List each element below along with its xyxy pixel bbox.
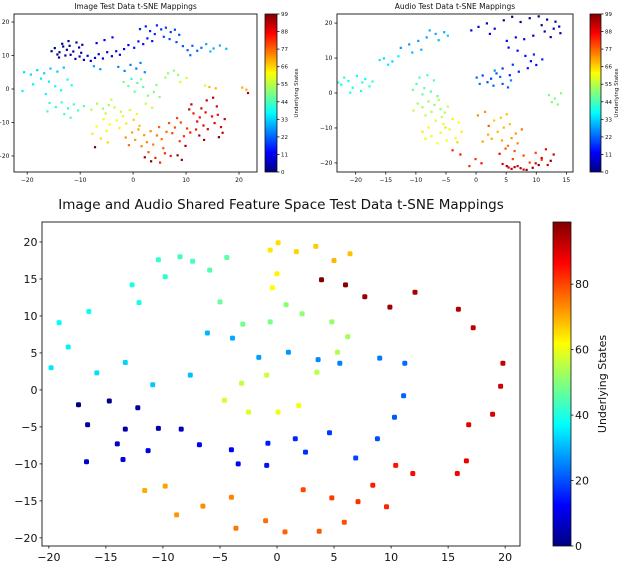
svg-text:−15: −15 xyxy=(94,551,117,564)
svg-text:20: 20 xyxy=(235,177,243,184)
image-tsne-points xyxy=(21,24,250,164)
svg-text:15: 15 xyxy=(441,551,455,564)
image-tsne-plot: −20 −10 0 10 20 −20 −10 0 10 20 0 11 22 33 44 55 66 77 88 9… xyxy=(0,12,300,184)
svg-text:5: 5 xyxy=(331,551,338,564)
svg-text:−5: −5 xyxy=(442,177,451,184)
svg-text:−20: −20 xyxy=(320,160,333,167)
shared-tsne-colorbar: 0 20 40 60 80 Underlying States xyxy=(552,221,609,553)
svg-text:15: 15 xyxy=(24,273,38,286)
svg-text:10: 10 xyxy=(2,53,10,60)
svg-text:0: 0 xyxy=(281,170,285,176)
svg-text:0: 0 xyxy=(31,384,38,397)
shared-tsne-points xyxy=(48,240,506,535)
svg-text:−10: −10 xyxy=(320,125,333,132)
svg-text:66: 66 xyxy=(605,65,612,71)
svg-text:44: 44 xyxy=(605,100,612,106)
svg-text:22: 22 xyxy=(281,135,288,141)
svg-text:20: 20 xyxy=(2,19,10,26)
svg-text:20: 20 xyxy=(498,551,512,564)
shared-tsne-plot: −20 −15 −10 −5 0 5 10 15 20 −20 −15 −10 −5 0 5 10 15 20 0 2… xyxy=(14,221,609,564)
image-tsne-colorbar-label: Underlying States xyxy=(294,68,300,117)
audio-tsne-points xyxy=(337,15,563,171)
svg-text:99: 99 xyxy=(605,12,612,18)
svg-text:80: 80 xyxy=(575,278,589,291)
svg-text:−10: −10 xyxy=(410,177,423,184)
svg-text:−10: −10 xyxy=(151,551,174,564)
svg-text:−20: −20 xyxy=(349,177,362,184)
image-tsne-colorbar: 0 11 22 33 44 55 66 77 88 99 Underlying States xyxy=(264,12,300,176)
svg-text:88: 88 xyxy=(605,30,612,36)
svg-text:66: 66 xyxy=(281,65,288,71)
svg-text:0: 0 xyxy=(274,551,281,564)
audio-plot-title: Audio Test Data t-SNE Mappings xyxy=(394,2,516,11)
svg-text:−5: −5 xyxy=(212,551,228,564)
audio-tsne-axes: −20 −15 −10 −5 0 5 10 15 −20 −10 0 10 20 xyxy=(320,13,574,184)
svg-text:0: 0 xyxy=(329,90,333,97)
svg-text:0: 0 xyxy=(575,540,582,553)
svg-text:40: 40 xyxy=(575,409,589,422)
svg-text:55: 55 xyxy=(605,82,612,88)
svg-text:11: 11 xyxy=(605,152,612,158)
shared-plot-title: Image and Audio Shared Feature Space Tes… xyxy=(58,197,504,213)
svg-text:−20: −20 xyxy=(0,153,10,160)
svg-text:55: 55 xyxy=(281,82,288,88)
svg-text:33: 33 xyxy=(605,117,612,123)
svg-text:10: 10 xyxy=(24,310,38,323)
svg-text:22: 22 xyxy=(605,135,612,141)
svg-text:10: 10 xyxy=(325,55,333,62)
svg-text:33: 33 xyxy=(281,117,288,123)
svg-text:0: 0 xyxy=(6,86,10,93)
svg-text:20: 20 xyxy=(575,475,589,488)
svg-text:10: 10 xyxy=(532,177,540,184)
audio-tsne-colorbar: 0 11 22 33 44 55 66 77 88 99 Underlying States xyxy=(589,12,620,176)
svg-text:99: 99 xyxy=(281,12,288,18)
svg-text:77: 77 xyxy=(281,47,288,53)
svg-text:44: 44 xyxy=(281,100,288,106)
svg-text:20: 20 xyxy=(24,236,38,249)
svg-text:77: 77 xyxy=(605,47,612,53)
svg-text:−20: −20 xyxy=(37,551,60,564)
svg-text:−20: −20 xyxy=(14,532,37,545)
svg-text:0: 0 xyxy=(131,177,135,184)
svg-text:−15: −15 xyxy=(14,495,37,508)
svg-text:−5: −5 xyxy=(21,421,37,434)
image-plot-title: Image Test Data t-SNE Mappings xyxy=(74,2,197,11)
shared-tsne-colorbar-label: Underlying States xyxy=(596,335,609,433)
image-tsne-axes: −20 −10 0 10 20 −20 −10 0 10 20 xyxy=(0,13,258,184)
svg-text:−10: −10 xyxy=(14,458,37,471)
svg-text:11: 11 xyxy=(281,152,288,158)
svg-text:5: 5 xyxy=(504,177,508,184)
svg-text:0: 0 xyxy=(474,177,478,184)
audio-tsne-colorbar-label: Underlying States xyxy=(614,68,620,117)
svg-text:60: 60 xyxy=(575,344,589,357)
svg-text:0: 0 xyxy=(605,170,609,176)
svg-text:15: 15 xyxy=(563,177,571,184)
svg-text:10: 10 xyxy=(182,177,190,184)
svg-text:88: 88 xyxy=(281,30,288,36)
svg-text:−20: −20 xyxy=(21,177,34,184)
svg-text:−15: −15 xyxy=(379,177,392,184)
shared-tsne-axes: −20 −15 −10 −5 0 5 10 15 20 −20 −15 −10 −5 0 5 10 15 20 xyxy=(14,221,521,564)
svg-text:−10: −10 xyxy=(0,120,10,127)
svg-text:10: 10 xyxy=(384,551,398,564)
svg-text:−10: −10 xyxy=(74,177,87,184)
svg-text:5: 5 xyxy=(31,347,38,360)
audio-tsne-plot: −20 −15 −10 −5 0 5 10 15 −20 −10 0 10 20 0 11 22 33 44 55 6… xyxy=(320,12,620,184)
svg-text:20: 20 xyxy=(325,20,333,27)
